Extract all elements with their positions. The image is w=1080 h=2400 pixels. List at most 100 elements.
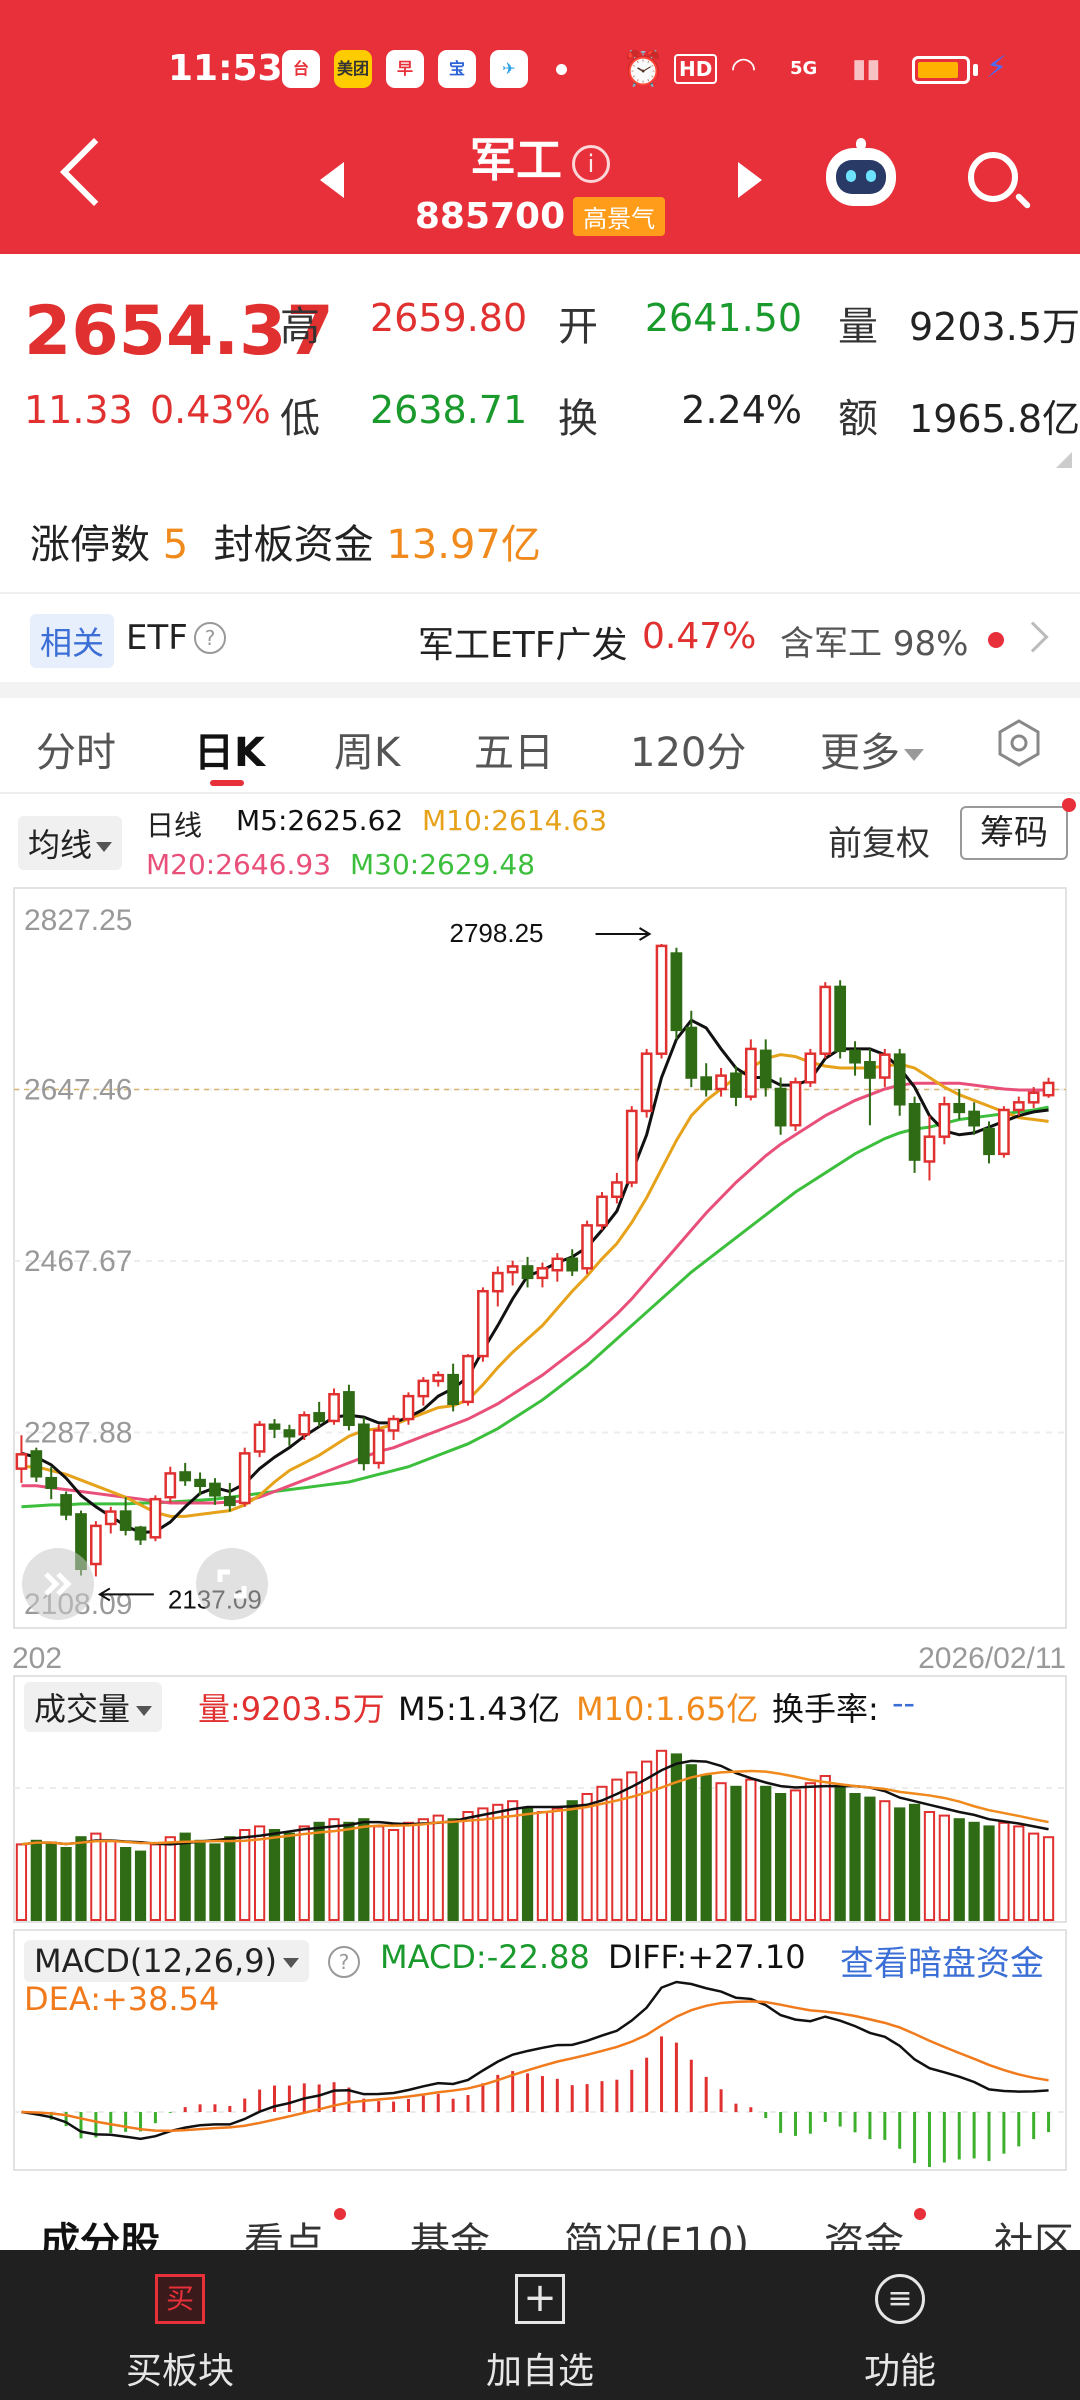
candle-body xyxy=(491,1271,504,1293)
ma-line-m20 xyxy=(21,1081,1049,1505)
search-icon[interactable] xyxy=(968,152,1018,202)
candle-body xyxy=(983,1127,995,1156)
volume-bar xyxy=(447,1818,459,1921)
info-icon[interactable]: i xyxy=(572,144,610,183)
candle-body xyxy=(759,1049,772,1089)
tab-weekly-k[interactable]: 周K xyxy=(334,730,401,776)
assistant-robot-icon[interactable] xyxy=(826,138,896,206)
tab-more[interactable]: 更多 xyxy=(820,720,924,778)
indicator-select[interactable]: 均线 xyxy=(18,816,123,870)
ma-line-m30 xyxy=(21,1105,1049,1509)
volume-bar xyxy=(239,1829,251,1921)
volume-bar xyxy=(477,1807,489,1922)
candle-body xyxy=(715,1074,727,1091)
candle-body xyxy=(104,1510,117,1526)
volume-bar xyxy=(149,1843,162,1922)
help-icon[interactable]: ? xyxy=(328,1946,360,1978)
signal-5g-icon: 5G xyxy=(790,58,818,79)
volume-bar xyxy=(164,1836,176,1921)
volume-bar xyxy=(849,1793,861,1921)
candle-body xyxy=(938,1102,951,1138)
tab-constituents[interactable]: 成分股 xyxy=(40,2220,160,2250)
capital-red-dot xyxy=(914,2208,926,2220)
sector-code: 885700 xyxy=(414,196,566,237)
tab-daily-k[interactable]: 日K xyxy=(194,730,265,776)
volume-bar xyxy=(283,1832,296,1921)
candle-body xyxy=(1042,1081,1055,1097)
volume-bar xyxy=(774,1793,787,1921)
etf-red-dot xyxy=(988,632,1004,648)
candle-body xyxy=(1027,1091,1040,1104)
app-notification-icon: 台 xyxy=(282,50,320,88)
low-value: 2638.71 xyxy=(370,388,528,432)
volume-bar xyxy=(715,1782,727,1921)
price-change: 11.33 xyxy=(24,388,133,432)
volume-bar xyxy=(179,1832,191,1921)
settings-icon[interactable] xyxy=(994,718,1044,768)
candle-body xyxy=(968,1110,980,1127)
chart-frame xyxy=(13,887,1067,1629)
related-etf-row[interactable]: 相关 ETF ? 军工ETF广发 0.47% 含军工 98% xyxy=(0,596,1080,682)
volume-bar xyxy=(402,1821,415,1922)
volume-value: 9203.5万 xyxy=(909,305,1080,349)
tab-funds[interactable]: 基金 xyxy=(410,2220,490,2250)
macd-dea-line xyxy=(21,2000,1049,2132)
volume-bar xyxy=(626,1771,638,1922)
volume-bar xyxy=(879,1800,891,1921)
add-watchlist-label: 加自选 xyxy=(485,2351,594,2392)
candle-body xyxy=(581,1224,593,1270)
more-notifications-icon xyxy=(556,64,567,75)
tab-profile[interactable]: 简况(F10) xyxy=(564,2220,750,2250)
prev-stock-icon[interactable] xyxy=(320,162,344,198)
volume-bar xyxy=(194,1839,206,1922)
volume-bar xyxy=(507,1800,519,1921)
expand-corner-icon[interactable] xyxy=(1056,452,1072,468)
fullscreen-icon[interactable] xyxy=(196,1548,268,1620)
functions-button[interactable]: ≡ 功能 xyxy=(720,2250,1080,2400)
candle-body xyxy=(179,1471,192,1482)
tab-community[interactable]: 社区 xyxy=(994,2220,1074,2250)
y-axis-label: 2827.25 xyxy=(24,904,132,937)
expand-sidebar-icon[interactable] xyxy=(22,1548,94,1620)
tab-120min[interactable]: 120分 xyxy=(630,730,747,776)
volume-bar xyxy=(998,1821,1010,1922)
volume-bar xyxy=(90,1832,102,1921)
seal-fund-label: 封板资金 xyxy=(213,522,374,568)
next-stock-icon[interactable] xyxy=(738,162,762,198)
candle-body xyxy=(268,1423,281,1430)
sector-tag[interactable]: 高景气 xyxy=(573,197,666,236)
current-price: 2654.37 xyxy=(24,292,334,371)
adjust-price-button[interactable]: 前复权 xyxy=(828,824,930,864)
volume-bar xyxy=(745,1778,757,1921)
volume-select-label: 成交量 xyxy=(34,1690,131,1728)
chip-distribution-button[interactable]: 筹码 xyxy=(960,806,1068,860)
tab-five-day[interactable]: 五日 xyxy=(474,730,554,776)
volume-bar xyxy=(611,1778,623,1921)
amount-label: 额 xyxy=(838,396,878,442)
kline-chart[interactable]: 2827.252647.462467.672287.882108.092798.… xyxy=(0,0,1080,2200)
candle-body xyxy=(864,1061,876,1079)
tab-intraday[interactable]: 分时 xyxy=(36,730,116,776)
candle-body xyxy=(685,1026,698,1079)
amount-value: 1965.8亿 xyxy=(909,397,1080,441)
low-label: 低 xyxy=(280,396,320,442)
volume-bar xyxy=(60,1847,72,1921)
high-label: 高 xyxy=(280,304,320,350)
dark-pool-fund-link[interactable]: 查看暗盘资金 xyxy=(840,1944,1044,1984)
help-icon[interactable]: ? xyxy=(194,622,226,654)
battery-icon xyxy=(912,56,970,84)
open-value: 2641.50 xyxy=(644,296,802,340)
candle-body xyxy=(194,1478,206,1488)
tab-capital[interactable]: 资金 xyxy=(824,2220,904,2250)
add-watchlist-button[interactable]: + 加自选 xyxy=(360,2250,720,2400)
macd-select[interactable]: MACD(12,26,9) xyxy=(24,1940,310,1982)
macd-diff: DIFF:+27.10 xyxy=(608,1938,806,1976)
buy-sector-button[interactable]: 买 买板块 xyxy=(0,2250,360,2400)
volume-value: 量:9203.5万 xyxy=(198,1690,385,1728)
volume-select[interactable]: 成交量 xyxy=(24,1682,163,1732)
candle-body xyxy=(30,1450,43,1478)
caret-down-icon xyxy=(136,1706,153,1716)
candle-body xyxy=(908,1102,921,1161)
tab-highlights[interactable]: 看点 xyxy=(244,2220,324,2250)
volume-bar xyxy=(819,1775,831,1921)
